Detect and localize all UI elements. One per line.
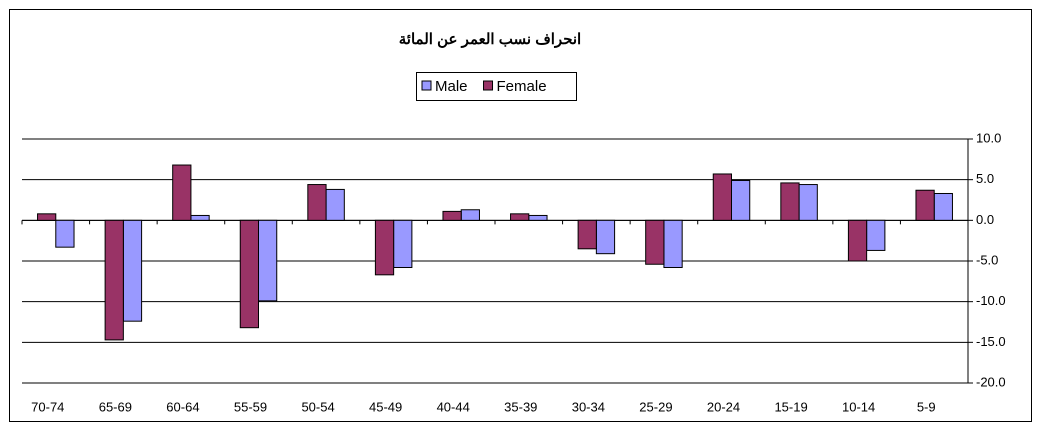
bar (55, 219, 75, 248)
bar (577, 219, 597, 250)
x-tick-label: 35-39 (504, 399, 537, 414)
bar (239, 219, 259, 329)
y-tick-label: -20.0 (976, 374, 1006, 389)
legend-label: Male (435, 78, 468, 95)
bar (731, 179, 751, 221)
bar (172, 164, 192, 221)
x-tick-label: 50-54 (301, 399, 334, 414)
x-tick-label: 30-34 (572, 399, 605, 414)
y-tick-label: 0.0 (976, 212, 994, 227)
legend-box (416, 72, 577, 101)
bar (325, 188, 345, 221)
bar (595, 219, 616, 255)
bar (37, 213, 57, 221)
x-tick-label: 60-64 (166, 399, 199, 414)
x-tick-label: 40-44 (437, 399, 470, 414)
x-tick-label: 5-9 (917, 399, 936, 414)
x-tick-label: 20-24 (707, 399, 740, 414)
y-tick-label: -5.0 (976, 252, 998, 267)
x-tick-label: 45-49 (369, 399, 402, 414)
x-tick-label: 55-59 (234, 399, 267, 414)
bar (374, 219, 395, 276)
bar (393, 219, 413, 269)
bar (933, 192, 953, 221)
bar (104, 219, 124, 341)
bar (510, 213, 530, 221)
y-tick-label: -10.0 (976, 293, 1006, 308)
bar (460, 209, 480, 221)
bar (528, 214, 548, 221)
bar (258, 219, 278, 302)
bar (190, 214, 210, 221)
y-tick-label: -15.0 (976, 334, 1006, 349)
x-tick-label: 25-29 (639, 399, 672, 414)
bar (307, 184, 327, 221)
bar (780, 182, 800, 221)
bar (663, 219, 683, 269)
chart-title: انحراف نسب العمر عن المائة (399, 31, 581, 48)
legend-label: Female (497, 78, 547, 95)
bar (847, 219, 868, 262)
x-tick-label: 70-74 (31, 399, 64, 414)
bar (712, 173, 733, 221)
x-tick-label: 10-14 (842, 399, 875, 414)
legend-swatch (483, 80, 494, 91)
y-tick-label: 10.0 (976, 130, 1001, 145)
bar (645, 219, 665, 265)
x-tick-label: 65-69 (99, 399, 132, 414)
bar (442, 210, 462, 221)
bar (798, 184, 818, 221)
bar (866, 219, 886, 251)
legend-swatch (421, 80, 432, 91)
x-tick-label: 15-19 (774, 399, 807, 414)
bar (122, 219, 143, 322)
bar (915, 189, 935, 221)
y-tick-label: 5.0 (976, 171, 994, 186)
